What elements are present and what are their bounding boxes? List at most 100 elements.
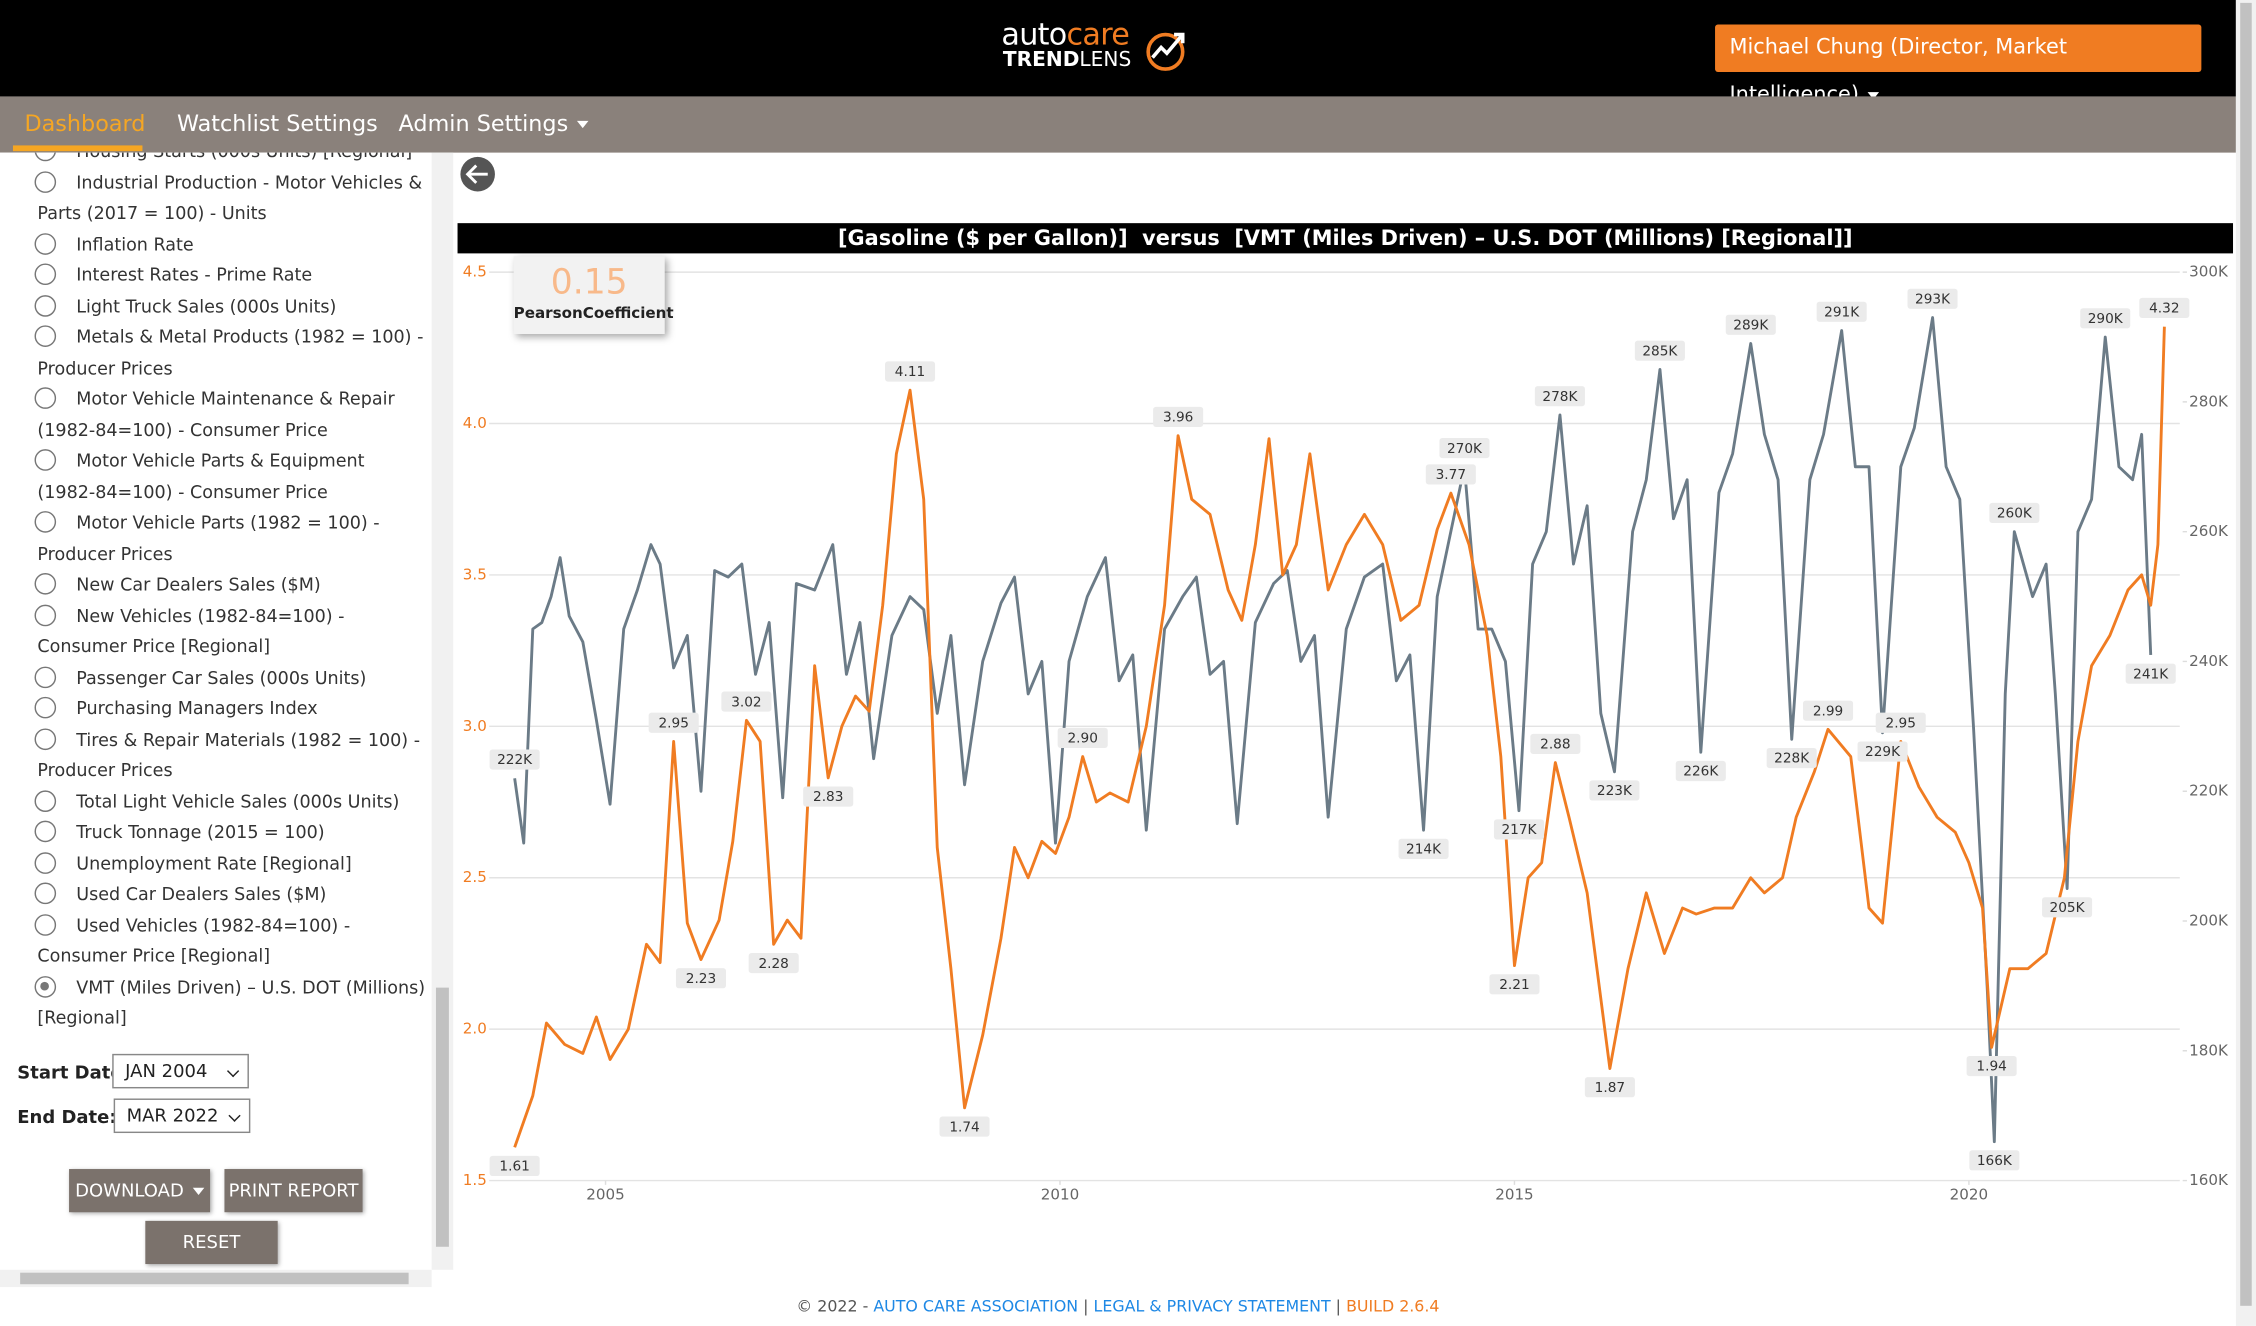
data-label-bg: [1969, 1150, 2020, 1171]
option[interactable]: Motor Vehicle Parts & Equipment (1982-84…: [0, 446, 426, 508]
option-label: VMT (Miles Driven) – U.S. DOT (Millions)…: [37, 976, 426, 1028]
option[interactable]: Inflation Rate: [0, 230, 426, 261]
radio[interactable]: [34, 294, 57, 317]
nav-watchlist[interactable]: Watchlist Settings: [176, 110, 378, 137]
sidebar-scrollbar[interactable]: [431, 152, 454, 1270]
radio[interactable]: [34, 232, 57, 255]
option[interactable]: Truck Tonnage (2015 = 100): [0, 818, 426, 849]
data-label-bg: [2042, 897, 2093, 918]
radio[interactable]: [34, 511, 57, 533]
option[interactable]: Tires & Repair Materials (1982 = 100) - …: [0, 725, 426, 787]
legal-link[interactable]: LEGAL & PRIVACY STATEMENT: [1093, 1297, 1331, 1316]
radio[interactable]: [34, 387, 57, 409]
radio[interactable]: [34, 325, 57, 347]
nav-admin[interactable]: Admin Settings: [399, 111, 589, 137]
option[interactable]: Motor Vehicle Parts (1982 = 100) - Produ…: [0, 508, 426, 570]
nav-bar: Dashboard Watchlist Settings Admin Setti…: [0, 96, 2236, 153]
radio[interactable]: [34, 603, 57, 626]
option[interactable]: Housing Starts (000s Units) [Regional]: [0, 152, 426, 168]
option-label: Used Vehicles (1982-84=100) - Consumer P…: [37, 914, 351, 967]
download-button[interactable]: DOWNLOAD: [69, 1169, 211, 1213]
data-label: 291K: [1824, 305, 1860, 321]
radio[interactable]: [34, 727, 57, 750]
line: [513, 316, 2153, 1144]
pearson-label: PearsonCoefficient: [513, 305, 674, 323]
sidebar-hscrollbar[interactable]: [0, 1269, 432, 1288]
option-label: Metals & Metal Products (1982 = 100) - P…: [37, 326, 424, 378]
radio[interactable]: [34, 913, 57, 936]
data-label: 2.28: [758, 956, 788, 972]
option-label: Inflation Rate: [76, 233, 194, 255]
title-bar: [457, 223, 2234, 254]
end-select[interactable]: MAR 2022: [113, 1098, 251, 1134]
option[interactable]: Unemployment Rate [Regional]: [0, 849, 426, 880]
option[interactable]: Used Car Dealers Sales ($M): [0, 880, 426, 911]
radio[interactable]: [34, 449, 57, 471]
option[interactable]: Light Truck Sales (000s Units): [0, 292, 426, 323]
data-label-bg: [803, 786, 854, 807]
radio[interactable]: [34, 882, 57, 905]
data-label-bg: [1816, 301, 1867, 322]
option-label: Motor Vehicle Maintenance & Repair (1982…: [37, 388, 395, 440]
data-label: 2.23: [686, 971, 716, 987]
data-label: 214K: [1406, 842, 1442, 858]
data-label: 293K: [1915, 292, 1951, 308]
option[interactable]: Industrial Production - Motor Vehicles &…: [0, 168, 426, 230]
radio[interactable]: [34, 665, 57, 688]
data-label-bg: [1766, 747, 1817, 769]
data-label: 4.11: [895, 364, 925, 380]
option[interactable]: Interest Rates - Prime Rate: [0, 261, 426, 292]
print-button[interactable]: PRINT REPORT: [224, 1169, 363, 1213]
start-select[interactable]: JAN 2004: [112, 1053, 249, 1089]
radio[interactable]: [34, 573, 57, 595]
radio[interactable]: [34, 789, 57, 812]
data-label: 228K: [1774, 751, 1810, 767]
option[interactable]: Passenger Car Sales (000s Units): [0, 663, 426, 694]
data-label-bg: [1057, 727, 1108, 748]
end-value: MAR 2022: [126, 1104, 219, 1126]
radio[interactable]: [34, 263, 57, 286]
data-label-bg: [1675, 760, 1726, 782]
option[interactable]: Purchasing Managers Index: [0, 694, 426, 725]
data-label-bg: [2125, 663, 2176, 684]
data-label: 270K: [1447, 441, 1483, 457]
logo[interactable]: autocare TRENDLENS: [1001, 17, 1202, 78]
y-tick-label: 4.0: [463, 414, 487, 432]
data-label: 1.74: [949, 1119, 979, 1135]
radio[interactable]: [34, 152, 57, 162]
option-label: New Vehicles (1982-84=100) - Consumer Pr…: [37, 605, 345, 657]
header: autocare TRENDLENS Michael Chung (Direct…: [0, 0, 2236, 107]
option[interactable]: Motor Vehicle Maintenance & Repair (1982…: [0, 384, 426, 446]
radio[interactable]: [34, 975, 57, 997]
option[interactable]: VMT (Miles Driven) – U.S. DOT (Millions)…: [0, 973, 426, 1035]
logo-care: care: [1066, 17, 1130, 52]
nav-dashboard[interactable]: Dashboard: [24, 110, 146, 137]
nav-underline: [12, 145, 143, 152]
data-label-bg: [1857, 741, 1908, 762]
option[interactable]: Used Vehicles (1982-84=100) - Consumer P…: [0, 911, 426, 973]
radio[interactable]: [34, 820, 57, 843]
data-label: 285K: [1642, 343, 1678, 359]
y2-tick-label: 220K: [2189, 782, 2229, 800]
user-menu[interactable]: Michael Chung (Director, Market Intellig…: [1715, 24, 2202, 107]
data-label: 2.95: [658, 715, 688, 731]
option[interactable]: New Vehicles (1982-84=100) - Consumer Pr…: [0, 601, 426, 663]
radio[interactable]: [34, 170, 57, 193]
option[interactable]: Total Light Vehicle Sales (000s Units): [0, 787, 426, 818]
page-scrollbar[interactable]: [2235, 0, 2256, 1326]
y-tick-label: 2.5: [463, 868, 487, 886]
copyright: © 2022 -: [796, 1297, 869, 1316]
radio[interactable]: [34, 696, 57, 719]
option[interactable]: Metals & Metal Products (1982 = 100) - P…: [0, 322, 426, 384]
option-label: Unemployment Rate [Regional]: [76, 853, 352, 874]
association-link[interactable]: AUTO CARE ASSOCIATION: [873, 1297, 1079, 1316]
data-label-bg: [675, 968, 727, 989]
y-tick-label: 2.0: [463, 1020, 487, 1038]
data-label: 278K: [1542, 389, 1578, 405]
data-label: 2.90: [1068, 731, 1098, 747]
option[interactable]: New Car Dealers Sales ($M): [0, 570, 426, 601]
option-label: Motor Vehicle Parts (1982 = 100) - Produ…: [37, 512, 380, 564]
radio[interactable]: [34, 851, 57, 874]
data-label-bg: [721, 691, 772, 712]
reset-button[interactable]: RESET FILTERS: [145, 1220, 278, 1265]
